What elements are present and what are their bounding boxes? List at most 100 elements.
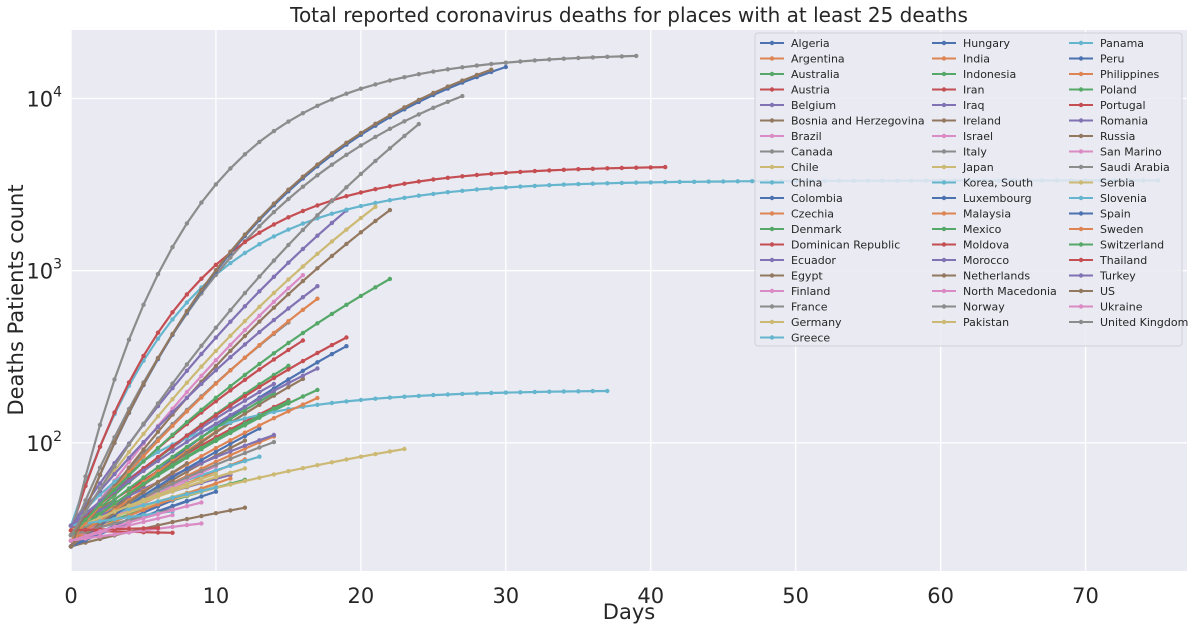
legend-swatch-marker — [770, 320, 774, 324]
data-point — [214, 382, 218, 386]
data-point — [301, 402, 305, 406]
data-point — [156, 480, 160, 484]
data-point — [315, 234, 319, 238]
data-point — [156, 465, 160, 469]
data-point — [156, 439, 160, 443]
legend-swatch-marker — [770, 41, 774, 45]
data-point — [127, 473, 131, 477]
data-point — [402, 119, 406, 123]
data-point — [141, 482, 145, 486]
data-point — [228, 438, 232, 442]
data-point — [243, 451, 247, 455]
data-point — [286, 319, 290, 323]
data-point — [388, 277, 392, 281]
legend-label: Germany — [791, 316, 842, 329]
data-point — [141, 440, 145, 444]
data-point — [141, 526, 145, 530]
data-point — [228, 166, 232, 170]
data-point — [243, 328, 247, 332]
data-point — [214, 422, 218, 426]
legend-swatch-marker — [770, 335, 774, 339]
data-point — [286, 215, 290, 219]
data-point — [127, 530, 131, 534]
data-point — [228, 471, 232, 475]
data-point — [315, 104, 319, 108]
data-point — [388, 78, 392, 82]
legend-label: Austria — [791, 84, 830, 97]
data-point — [475, 173, 479, 177]
data-point — [272, 275, 276, 279]
legend-swatch-marker — [770, 87, 774, 91]
data-point — [170, 397, 174, 401]
data-point — [185, 466, 189, 470]
data-point — [373, 135, 377, 139]
data-point — [199, 500, 203, 504]
data-point — [185, 309, 189, 313]
legend-swatch-marker — [942, 165, 946, 169]
data-point — [141, 490, 145, 494]
data-point — [185, 362, 189, 366]
data-point — [69, 539, 73, 543]
data-point — [533, 169, 537, 173]
data-point — [359, 87, 363, 91]
data-point — [417, 112, 421, 116]
legend-label: Ecuador — [791, 254, 836, 267]
data-point — [272, 416, 276, 420]
legend-swatch-marker — [1079, 165, 1083, 169]
data-point — [243, 240, 247, 244]
data-point — [199, 352, 203, 356]
data-point — [504, 185, 508, 189]
data-point — [170, 381, 174, 385]
data-point — [576, 389, 580, 393]
data-point — [373, 397, 377, 401]
data-point — [359, 131, 363, 135]
data-point — [257, 438, 261, 442]
data-point — [199, 458, 203, 462]
data-point — [156, 446, 160, 450]
data-point — [446, 392, 450, 396]
data-point — [228, 261, 232, 265]
data-point — [199, 454, 203, 458]
data-point — [286, 409, 290, 413]
data-point — [112, 525, 116, 529]
data-point — [199, 364, 203, 368]
legend-label: Ukraine — [1100, 301, 1143, 314]
data-point — [185, 451, 189, 455]
data-point — [127, 380, 131, 384]
data-point — [272, 382, 276, 386]
x-tick-label: 20 — [348, 584, 375, 608]
legend-swatch-marker — [1079, 273, 1083, 277]
data-point — [228, 320, 232, 324]
data-point — [228, 368, 232, 372]
data-point — [344, 194, 348, 198]
data-point — [257, 455, 261, 459]
data-point — [185, 492, 189, 496]
data-point — [373, 159, 377, 163]
data-point — [170, 449, 174, 453]
data-point — [98, 519, 102, 523]
legend-label: Moldova — [963, 239, 1009, 252]
data-point — [315, 252, 319, 256]
data-point — [359, 398, 363, 402]
data-point — [417, 179, 421, 183]
legend-swatch-marker — [770, 242, 774, 246]
legend-swatch-marker — [1079, 118, 1083, 122]
data-point — [620, 166, 624, 170]
data-point — [301, 369, 305, 373]
data-point — [301, 279, 305, 283]
data-point — [243, 431, 247, 435]
legend-swatch-marker — [942, 180, 946, 184]
data-point — [243, 152, 247, 156]
data-point — [214, 268, 218, 272]
data-point — [257, 385, 261, 389]
data-point — [127, 491, 131, 495]
data-point — [127, 450, 131, 454]
data-point — [214, 455, 218, 459]
legend-label: North Macedonia — [963, 285, 1057, 298]
data-point — [605, 181, 609, 185]
data-point — [547, 168, 551, 172]
data-point — [344, 92, 348, 96]
data-point — [127, 443, 131, 447]
data-point — [83, 534, 87, 538]
legend-swatch-marker — [942, 41, 946, 45]
